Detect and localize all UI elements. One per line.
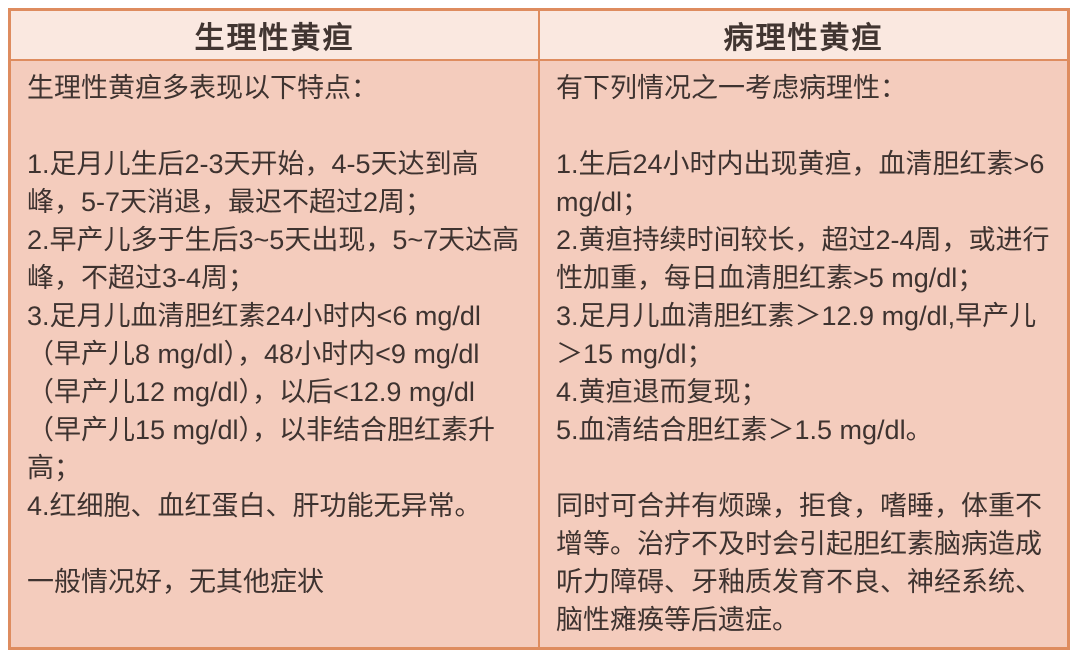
physiological-item-2: 2.早产儿多于生后3~5天出现，5~7天达高峰，不超过3-4周；	[27, 225, 520, 293]
pathological-item-5: 5.血清结合胆红素＞1.5 mg/dl。	[556, 415, 933, 445]
page: 生理性黄疸 病理性黄疸 生理性黄疸多表现以下特点： 1.足月儿生后2-3天开始，…	[8, 8, 1070, 650]
column-header-pathological-jaundice: 病理性黄疸	[538, 8, 1070, 61]
physiological-item-4: 4.红细胞、血红蛋白、肝功能无异常。	[27, 491, 482, 521]
pathological-intro: 有下列情况之一考虑病理性：	[556, 73, 907, 103]
physiological-intro: 生理性黄疸多表现以下特点：	[27, 73, 378, 103]
pathological-jaundice-cell: 有下列情况之一考虑病理性： 1.生后24小时内出现黄疸，血清胆红素>6 mg/d…	[538, 59, 1070, 650]
physiological-feature-list: 1.足月儿生后2-3天开始，4-5天达到高峰，5-7天消退，最迟不超过2周； 2…	[27, 145, 528, 525]
pathological-criteria-list: 1.生后24小时内出现黄疸，血清胆红素>6 mg/dl； 2.黄疸持续时间较长，…	[556, 145, 1057, 449]
pathological-item-4: 4.黄疸退而复现；	[556, 377, 768, 407]
body-row: 生理性黄疸多表现以下特点： 1.足月儿生后2-3天开始，4-5天达到高峰，5-7…	[8, 59, 1070, 650]
physiological-note: 一般情况好，无其他症状	[27, 567, 324, 597]
header-row: 生理性黄疸 病理性黄疸	[8, 8, 1070, 61]
pathological-note: 同时可合并有烦躁，拒食，嗜睡，体重不增等。治疗不及时会引起胆红素脑病造成听力障碍…	[556, 491, 1042, 635]
column-header-physiological-jaundice: 生理性黄疸	[8, 8, 540, 61]
physiological-item-1: 1.足月儿生后2-3天开始，4-5天达到高峰，5-7天消退，最迟不超过2周；	[27, 149, 479, 217]
jaundice-comparison-table: 生理性黄疸 病理性黄疸 生理性黄疸多表现以下特点： 1.足月儿生后2-3天开始，…	[8, 8, 1070, 650]
physiological-jaundice-cell: 生理性黄疸多表现以下特点： 1.足月儿生后2-3天开始，4-5天达到高峰，5-7…	[8, 59, 540, 650]
pathological-item-1: 1.生后24小时内出现黄疸，血清胆红素>6 mg/dl；	[556, 149, 1045, 217]
pathological-item-2: 2.黄疸持续时间较长，超过2-4周，或进行性加重，每日血清胆红素>5 mg/dl…	[556, 225, 1050, 293]
physiological-item-3: 3.足月儿血清胆红素24小时内<6 mg/dl（早产儿8 mg/dl），48小时…	[27, 301, 496, 483]
pathological-item-3: 3.足月儿血清胆红素＞12.9 mg/dl,早产儿＞15 mg/dl；	[556, 301, 1037, 369]
